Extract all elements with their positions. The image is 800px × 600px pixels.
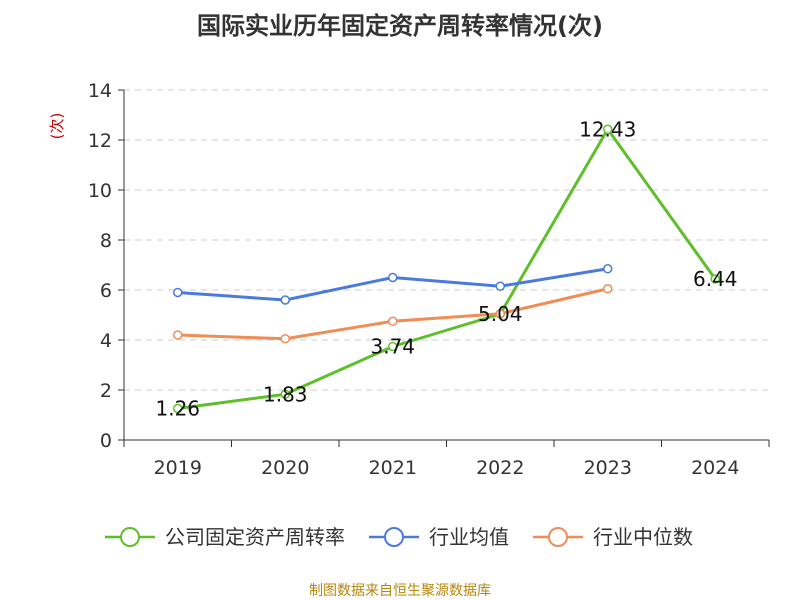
data-label: 6.44 — [693, 267, 738, 291]
legend-label: 公司固定资产周转率 — [165, 525, 345, 549]
data-point — [603, 264, 613, 274]
data-label: 1.26 — [155, 397, 200, 421]
y-tick-label: 14 — [88, 80, 112, 102]
y-tick-label: 12 — [88, 130, 112, 152]
data-point — [710, 274, 720, 284]
chart-title: 国际实业历年固定资产周转率情况(次) — [197, 12, 603, 40]
x-tick-label: 2021 — [369, 457, 417, 479]
data-point — [280, 334, 290, 344]
series-line-1 — [177, 127, 717, 410]
axes — [123, 90, 769, 441]
legend-label: 行业中位数 — [593, 525, 693, 549]
data-point — [603, 124, 613, 134]
x-tick-label: 2023 — [584, 457, 632, 479]
data-label: 12.43 — [579, 117, 636, 141]
data-label: 1.83 — [263, 382, 308, 406]
data-point — [388, 316, 398, 326]
y-tick-label: 2 — [100, 380, 112, 402]
x-tick-label: 2019 — [154, 457, 202, 479]
legend-label: 行业均值 — [429, 525, 509, 549]
series — [173, 124, 720, 414]
data-point — [603, 284, 613, 294]
y-tick-label: 0 — [100, 430, 112, 452]
data-point — [495, 309, 505, 319]
y-tick-label: 8 — [100, 230, 112, 252]
legend-swatch-marker — [548, 527, 568, 547]
x-tick-label: 2020 — [261, 457, 309, 479]
y-axis-label: (次) — [48, 113, 66, 140]
data-point — [173, 403, 183, 414]
data-labels: 1.26 1.83 3.74 5.04 12.43 6.44 — [155, 117, 737, 420]
legend-swatch-marker — [384, 527, 404, 547]
grid-lines — [124, 89, 769, 391]
y-tick-label: 6 — [100, 280, 112, 302]
y-tick-label: 10 — [88, 180, 112, 202]
x-ticks: 2019 2020 2021 2022 2023 2024 — [123, 440, 770, 479]
legend: 公司固定资产周转率 行业均值 行业中位数 — [105, 525, 693, 549]
data-point — [280, 389, 290, 399]
data-label: 3.74 — [370, 335, 415, 359]
data-point — [280, 295, 290, 305]
source-note: 制图数据来自恒生聚源数据库 — [309, 583, 491, 599]
x-tick-label: 2024 — [691, 457, 739, 479]
data-label: 5.04 — [478, 302, 523, 326]
y-ticks: 0 2 4 6 8 10 12 14 — [88, 80, 124, 452]
legend-swatch-marker — [120, 527, 140, 547]
data-point — [495, 281, 505, 291]
y-tick-label: 4 — [100, 330, 112, 352]
data-point — [173, 287, 183, 298]
x-tick-label: 2022 — [476, 457, 524, 479]
data-point — [388, 341, 398, 352]
data-point — [388, 272, 398, 283]
data-point — [173, 330, 183, 340]
